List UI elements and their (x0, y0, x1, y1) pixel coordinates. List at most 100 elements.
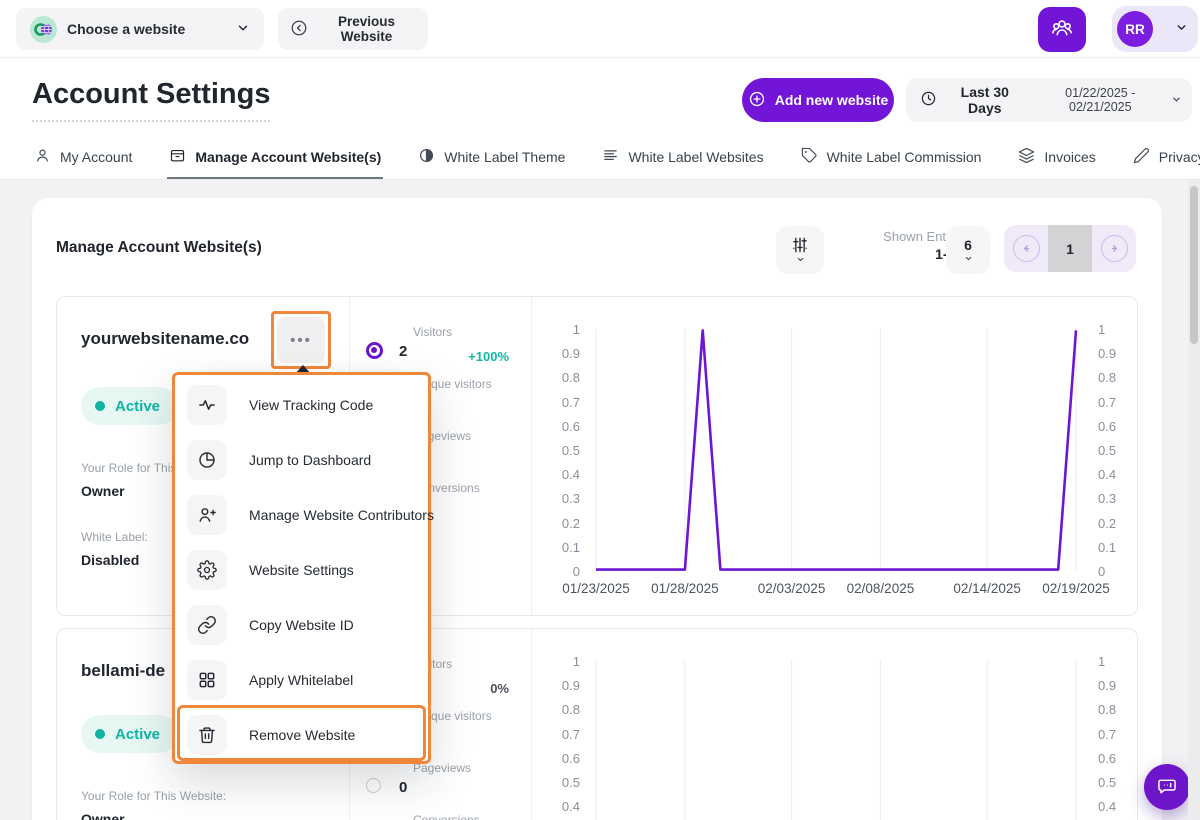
arrow-left-circle-icon (1012, 235, 1040, 262)
menu-item-apply-whitelabel[interactable]: Apply Whitelabel (175, 652, 428, 707)
user-plus-icon (187, 494, 227, 535)
y-axis-tick-label: 0.1 (561, 539, 580, 555)
account-users-button[interactable] (1038, 7, 1086, 52)
status-badge: Active (81, 715, 179, 753)
menu-item-label: Remove Website (249, 726, 356, 743)
metric-value: 2 (399, 343, 408, 360)
metric-label: Pageviews (413, 761, 472, 775)
menu-item-manage-website-contributors[interactable]: Manage Website Contributors (175, 487, 434, 542)
date-range-picker[interactable]: Last 30 Days 01/22/2025 - 02/21/2025 (906, 78, 1192, 122)
filter-button[interactable] (776, 226, 824, 274)
metric-label: Unique visitors (413, 377, 492, 391)
panel-title: Manage Account Website(s) (56, 239, 262, 256)
role-label: Your Role for This Website: (81, 789, 227, 803)
menu-item-jump-to-dashboard[interactable]: Jump to Dashboard (175, 432, 428, 487)
tab-privacy-consents[interactable]: Privacy Consents (1131, 138, 1200, 179)
metric-change: +100% (468, 349, 509, 364)
y-axis-tick-label: 0.2 (561, 515, 580, 531)
y-axis-tick-label: 0.8 (1098, 370, 1117, 386)
chevron-down-icon (1175, 21, 1188, 37)
person-icon (34, 147, 51, 167)
y-axis-tick-label: 0.4 (1098, 467, 1117, 483)
menu-item-view-tracking-code[interactable]: View Tracking Code (175, 377, 428, 432)
x-axis-tick-label: 02/08/2025 (846, 581, 915, 596)
y-axis-tick-label: 1 (1098, 654, 1106, 669)
page-size-dropdown[interactable]: 6 (946, 226, 990, 274)
tab-white-label-commission[interactable]: White Label Commission (799, 138, 984, 179)
menu-item-copy-website-id[interactable]: Copy Website ID (175, 597, 428, 652)
status-label: Active (115, 725, 161, 743)
y-axis-tick-label: 0.6 (561, 418, 580, 434)
x-axis-tick-label: 02/19/2025 (1042, 581, 1110, 596)
x-axis-tick-label: 02/03/2025 (757, 581, 826, 596)
tab-manage-account-websites[interactable]: Manage Account Website(s) (167, 138, 384, 179)
manage-websites-panel: Manage Account Website(s) Shown Entries … (32, 198, 1162, 820)
add-new-website-button[interactable]: Add new website (742, 78, 894, 122)
contrast-icon (418, 147, 435, 167)
ellipsis-icon: ••• (290, 331, 312, 349)
metric-radio[interactable] (366, 342, 383, 359)
previous-website-label: Previous Website (337, 14, 396, 44)
tab-white-label-theme[interactable]: White Label Theme (416, 138, 567, 179)
y-axis-tick-label: 0.7 (561, 726, 580, 742)
account-menu[interactable]: RR (1112, 6, 1198, 52)
choose-website-label: Choose a website (67, 21, 186, 37)
tab-invoices[interactable]: Invoices (1016, 138, 1097, 179)
users-icon (1050, 16, 1074, 43)
y-axis-tick-label: 0 (572, 564, 580, 579)
chat-support-button[interactable] (1144, 764, 1190, 810)
x-axis-tick-label: 01/28/2025 (651, 581, 719, 596)
y-axis-tick-label: 0.1 (1098, 539, 1117, 555)
menu-item-remove-website[interactable]: Remove Website (175, 707, 428, 762)
menu-item-label: Apply Whitelabel (249, 671, 354, 688)
tab-my-account[interactable]: My Account (32, 138, 134, 179)
chart-plot (595, 329, 1078, 571)
website-name: yourwebsitename.co (81, 329, 250, 348)
pen-icon (1133, 147, 1150, 167)
metric-conversions: Conversions (350, 811, 531, 820)
metric-radio[interactable] (366, 778, 381, 793)
tab-white-label-websites[interactable]: White Label Websites (600, 138, 765, 179)
previous-page-button[interactable] (1004, 225, 1048, 272)
y-axis-tick-label: 0.8 (561, 370, 580, 386)
tag-icon (801, 147, 818, 167)
menu-item-label: Manage Website Contributors (249, 506, 434, 523)
current-page[interactable]: 1 (1048, 225, 1092, 272)
menu-item-label: Copy Website ID (249, 616, 354, 633)
white-label-label: White Label: (81, 530, 148, 544)
menu-caret (295, 365, 311, 374)
x-axis-tick-label: 01/23/2025 (562, 581, 630, 596)
y-axis-right: 10.90.80.70.60.50.40.30.20.10 (1088, 655, 1138, 820)
y-axis-tick-label: 0.8 (1098, 702, 1117, 718)
y-axis-tick-label: 0.7 (1098, 394, 1117, 410)
metric-label: Unique visitors (413, 709, 492, 723)
menu-item-website-settings[interactable]: Website Settings (175, 542, 428, 597)
y-axis-tick-label: 0 (1098, 564, 1106, 579)
y-axis-tick-label: 0.5 (1098, 775, 1117, 790)
y-axis-tick-label: 0.7 (1098, 726, 1117, 742)
tab-label: My Account (60, 148, 133, 165)
avatar: RR (1117, 11, 1153, 47)
metric-value: 0 (399, 779, 408, 796)
website-name: bellami-de (81, 661, 166, 680)
scrollbar-thumb[interactable] (1190, 186, 1198, 344)
sliders-icon (793, 237, 807, 253)
link-icon (187, 604, 227, 645)
date-range-value: 01/22/2025 - 02/21/2025 (1065, 86, 1136, 114)
tab-label: Privacy Consents (1158, 148, 1200, 165)
options-button[interactable]: ••• (277, 317, 325, 363)
previous-website-button[interactable]: Previous Website (278, 8, 428, 50)
page-header: Account Settings Add new website Last 30… (0, 58, 1200, 138)
tab-label: White Label Theme (444, 148, 566, 165)
y-axis-tick-label: 0.7 (561, 394, 580, 410)
chevron-down-icon (965, 256, 971, 261)
grid-icon (187, 659, 227, 700)
next-page-button[interactable] (1092, 225, 1136, 272)
y-axis-tick-label: 0.4 (1098, 799, 1117, 815)
choose-website-dropdown[interactable]: Choose a website (16, 8, 264, 50)
annotation-options-button: ••• (271, 311, 331, 369)
globe-logo-icon (30, 15, 57, 43)
menu-item-label: Website Settings (249, 561, 354, 578)
page-title: Account Settings (32, 78, 271, 122)
tab-label: Manage Account Website(s) (195, 148, 382, 165)
